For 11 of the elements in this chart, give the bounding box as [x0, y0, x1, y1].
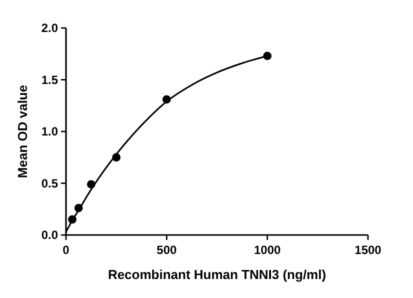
- y-tick-label: 1.0: [41, 124, 58, 139]
- x-tick-label: 1000: [254, 243, 282, 257]
- x-tick-label: 0: [62, 243, 70, 257]
- x-tick-label: 500: [156, 243, 177, 257]
- x-tick-label: 1500: [354, 243, 382, 257]
- x-axis-title: Recombinant Human TNNI3 (ng/ml): [108, 267, 326, 282]
- y-axis-title: Mean OD value: [15, 84, 30, 178]
- y-tick-label: 0.0: [41, 228, 58, 242]
- y-tick-label: 1.5: [41, 72, 58, 87]
- y-tick-label: 0.5: [41, 176, 58, 190]
- y-tick-label: 2.0: [41, 21, 58, 36]
